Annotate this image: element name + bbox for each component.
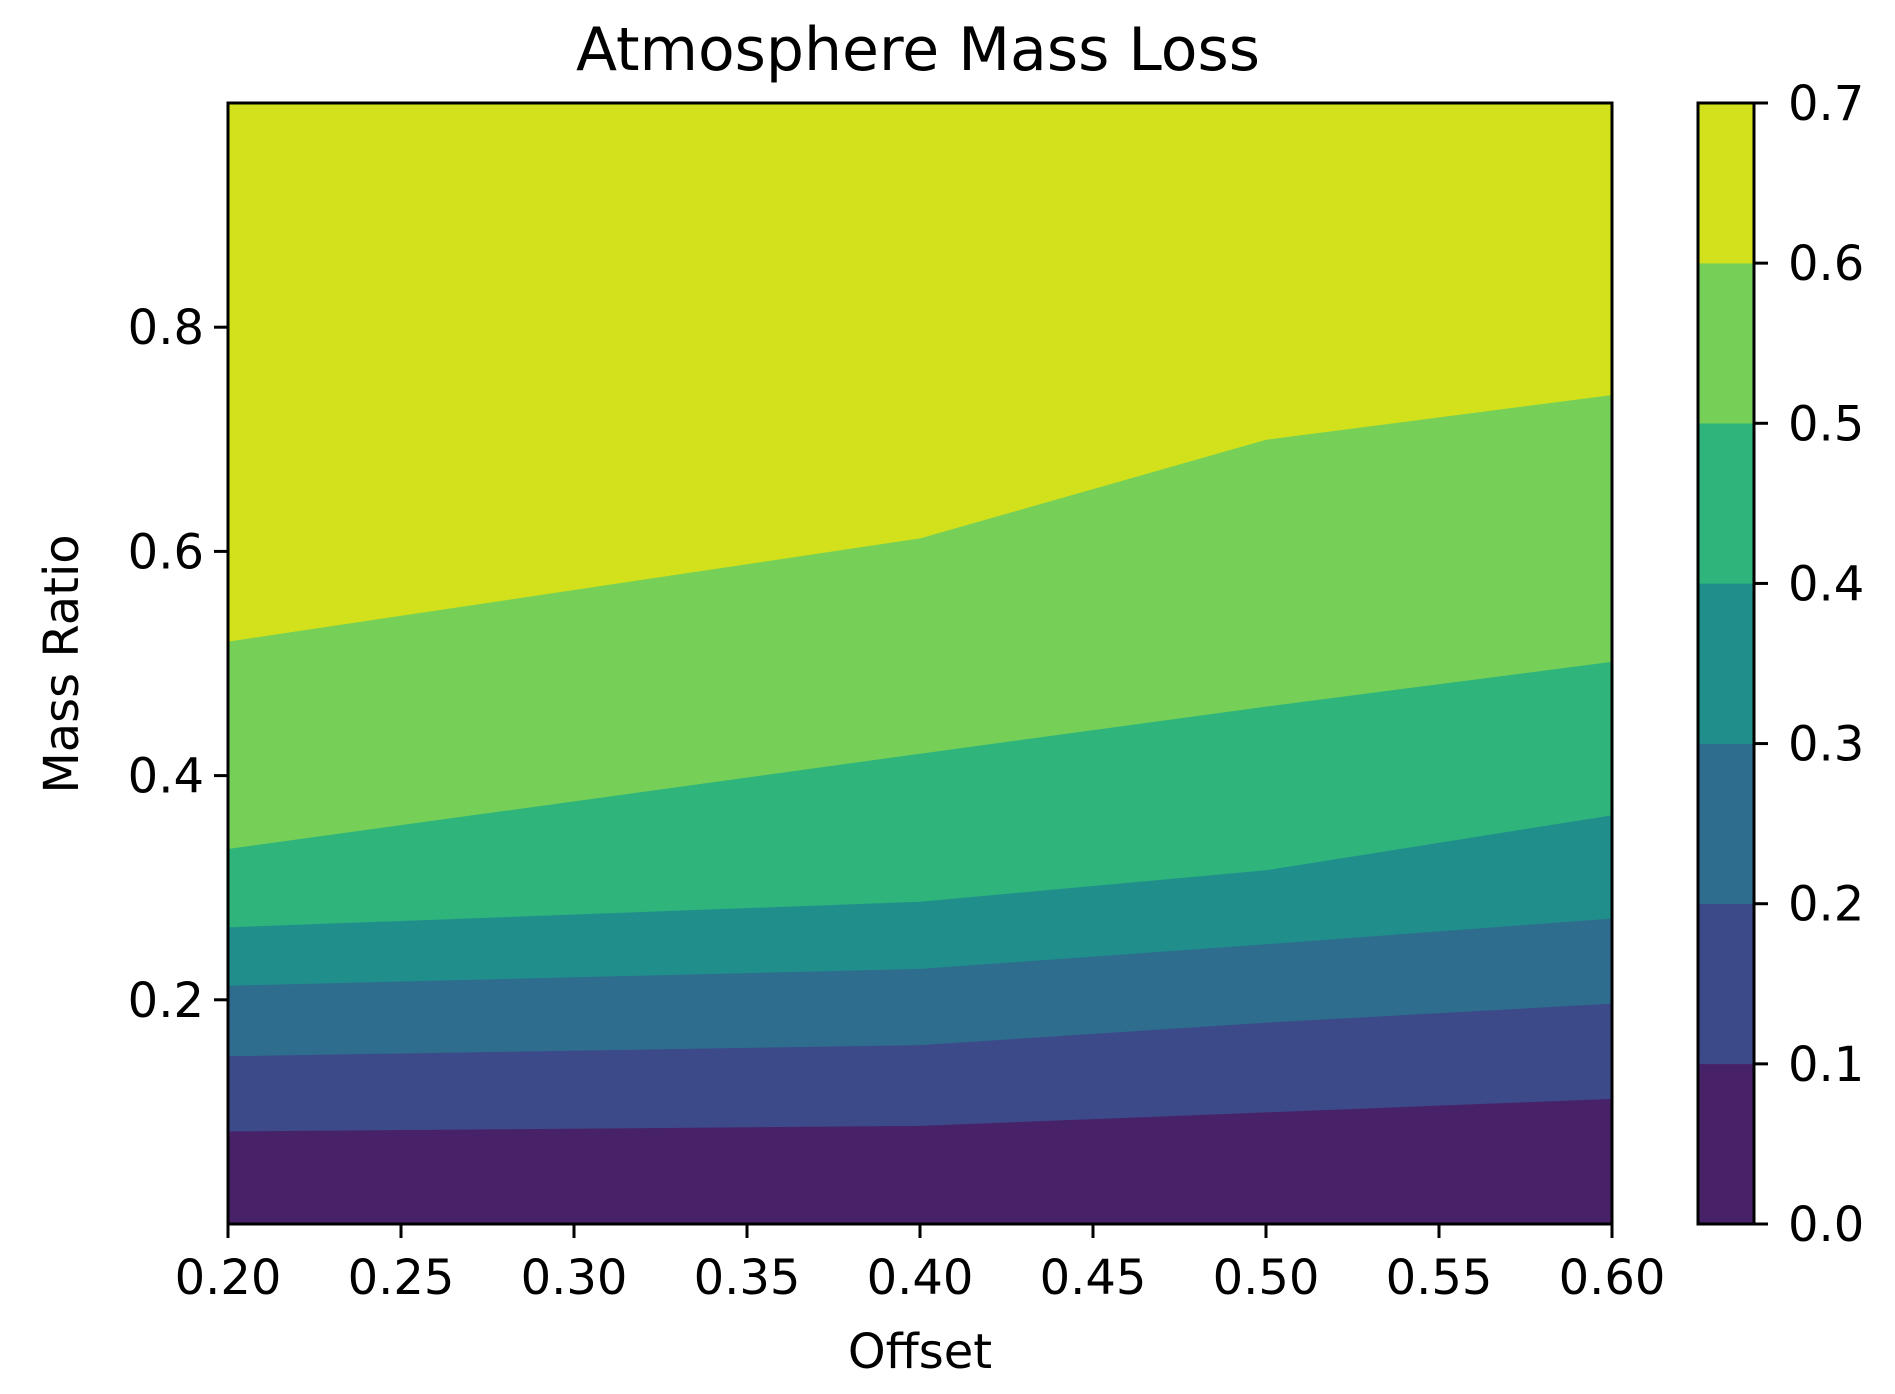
y-tick-label: 0.6 [128,524,204,580]
contour-bands [227,102,1613,1225]
colorbar-tick-label: 0.6 [1788,236,1864,292]
chart-title: Atmosphere Mass Loss [576,15,1260,85]
x-tick-label: 0.35 [694,1250,801,1306]
colorbar-frame [1696,101,1756,1226]
x-tick-label: 0.30 [521,1250,628,1306]
x-axis: 0.20 0.25 0.30 0.35 0.40 0.45 0.50 0.55 0.60 [175,1224,1666,1306]
colorbar-segment-2 [1697,743,1755,904]
colorbar-segment-5 [1697,262,1755,424]
y-tick-label: 0.8 [128,300,204,356]
y-axis: 0.2 0.4 0.6 0.8 [128,300,228,1029]
colorbar-segment-0 [1697,1063,1755,1225]
x-tick-label: 0.20 [175,1250,282,1306]
x-axis-label: Offset [848,1324,992,1380]
colorbar: 0.0 0.1 0.2 0.3 0.4 0.5 0.6 0.7 [1696,76,1864,1253]
colorbar-tick-label: 0.3 [1788,717,1864,773]
colorbar-tick-label: 0.7 [1788,76,1864,132]
x-tick-label: 0.40 [867,1250,974,1306]
x-tick-label: 0.60 [1559,1250,1666,1306]
x-tick-label: 0.25 [348,1250,455,1306]
colorbar-tick-label: 0.4 [1788,556,1864,612]
colorbar-tick-label: 0.0 [1788,1197,1864,1253]
x-tick-label: 0.45 [1040,1250,1147,1306]
colorbar-tick-label: 0.1 [1788,1037,1864,1093]
colorbar-segment-4 [1697,423,1755,584]
colorbar-tick-label: 0.2 [1788,877,1864,933]
y-axis-label: Mass Ratio [34,534,90,793]
x-tick-label: 0.55 [1386,1250,1493,1306]
x-tick-label: 0.50 [1213,1250,1320,1306]
colorbar-segment-6 [1697,102,1755,264]
colorbar-tick-label: 0.5 [1788,396,1864,452]
y-tick-label: 0.2 [128,973,204,1029]
colorbar-segment-1 [1697,903,1755,1065]
y-tick-label: 0.4 [128,749,204,805]
colorbar-segment-3 [1697,583,1755,744]
